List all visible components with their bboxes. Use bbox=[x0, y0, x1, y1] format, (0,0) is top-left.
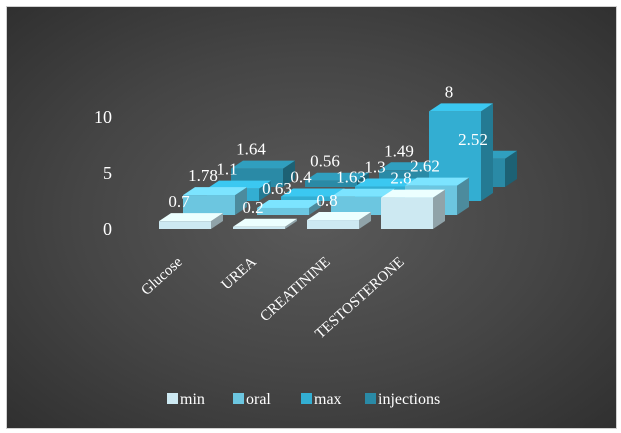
data-label-oral-0: 1.78 bbox=[188, 166, 218, 185]
y-tick-label: 10 bbox=[94, 107, 112, 127]
legend-label-injections: injections bbox=[378, 391, 440, 408]
data-label-min-0: 0.7 bbox=[168, 192, 190, 211]
bar-min-2 bbox=[307, 212, 371, 229]
data-label-injections-2: 1.49 bbox=[384, 141, 414, 160]
data-label-max-0: 1.1 bbox=[216, 160, 237, 179]
bar-oral-1 bbox=[257, 199, 321, 215]
bar-oral-0 bbox=[183, 187, 247, 215]
legend-label-max: max bbox=[314, 391, 342, 408]
data-label-max-2: 1.3 bbox=[364, 157, 385, 176]
data-labels: 1.64 0.56 1.49 2.52 1.1 0.4 1.3 8 1.78 0.63 1.63 2.… bbox=[168, 82, 488, 216]
legend-label-min: min bbox=[180, 391, 205, 408]
data-label-max-1: 0.4 bbox=[290, 168, 312, 187]
legend-swatch-max bbox=[301, 393, 312, 404]
bar-min-0 bbox=[159, 213, 223, 229]
data-label-oral-1: 0.63 bbox=[262, 179, 292, 198]
legend-swatch-min bbox=[167, 393, 178, 404]
data-label-oral-3: 2.62 bbox=[410, 157, 440, 176]
category-label: UREA bbox=[219, 254, 260, 293]
data-label-oral-2: 1.63 bbox=[336, 168, 366, 187]
data-label-injections-3: 2.52 bbox=[458, 130, 488, 149]
category-label: CREATININE bbox=[257, 254, 333, 325]
category-label: Glucose bbox=[138, 254, 185, 299]
data-label-injections-0: 1.64 bbox=[236, 140, 266, 159]
data-label-min-1: 0.2 bbox=[242, 198, 263, 217]
bar-min-3 bbox=[381, 189, 445, 229]
data-label-max-3: 8 bbox=[445, 82, 454, 101]
y-tick-label: 0 bbox=[103, 219, 112, 239]
bar-max-3 bbox=[429, 103, 493, 201]
legend: min oral max injections bbox=[167, 391, 440, 408]
legend-swatch-oral bbox=[233, 393, 244, 404]
data-label-min-2: 0.8 bbox=[316, 191, 337, 210]
data-label-min-3: 2.8 bbox=[390, 169, 411, 188]
y-tick-label: 5 bbox=[103, 163, 112, 183]
bar-min-1 bbox=[233, 218, 297, 229]
chart-area: 0 5 10 1.64 0.56 1.49 2.52 1.1 0.4 1.3 8 1.78 0.63 1… bbox=[6, 6, 617, 429]
y-axis-ticks: 0 5 10 bbox=[94, 107, 112, 239]
legend-label-oral: oral bbox=[246, 391, 271, 408]
bars bbox=[159, 103, 517, 229]
legend-swatch-injections bbox=[365, 393, 376, 404]
data-label-injections-1: 0.56 bbox=[310, 152, 340, 171]
